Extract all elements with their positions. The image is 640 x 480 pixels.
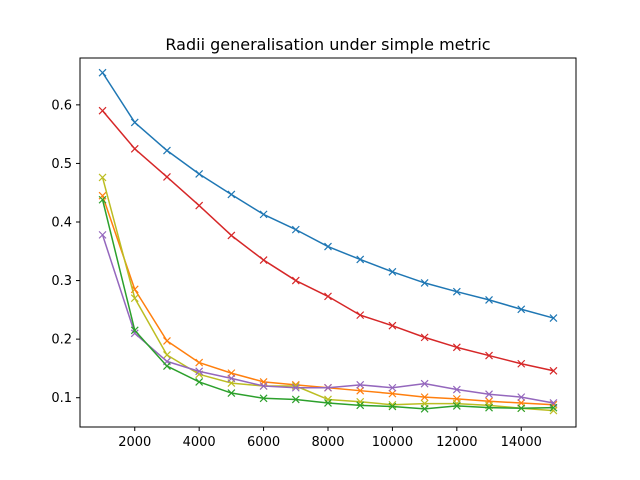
data-point-marker xyxy=(98,173,107,182)
data-point-marker xyxy=(388,321,397,330)
y-tick-label: 0.6 xyxy=(51,98,72,113)
x-tick-label: 14000 xyxy=(501,435,542,450)
data-point-marker xyxy=(324,383,332,392)
data-point-marker xyxy=(227,190,236,199)
data-point-marker xyxy=(452,343,461,352)
x-tick-label: 2000 xyxy=(118,435,151,450)
data-point-marker xyxy=(452,287,461,296)
data-point-marker xyxy=(549,366,558,375)
data-point-marker xyxy=(485,403,493,412)
data-point-marker xyxy=(549,403,558,412)
data-point-marker xyxy=(420,379,429,388)
data-point-marker xyxy=(388,402,397,411)
data-point-marker xyxy=(195,367,204,376)
data-point-marker xyxy=(130,329,139,338)
data-point-marker xyxy=(324,292,332,301)
y-tick-label: 0.3 xyxy=(51,274,72,289)
x-tick-label: 8000 xyxy=(311,435,344,450)
data-point-marker xyxy=(420,404,429,413)
data-point-marker xyxy=(356,255,365,264)
data-point-marker xyxy=(420,278,429,287)
data-point-marker xyxy=(356,311,365,320)
data-point-marker xyxy=(356,386,365,395)
data-point-marker xyxy=(388,267,397,276)
data-point-marker xyxy=(485,351,493,360)
data-point-marker xyxy=(388,389,397,398)
data-point-marker xyxy=(227,374,236,383)
data-point-marker xyxy=(163,351,171,359)
data-point-marker xyxy=(130,294,139,303)
y-tick-label: 0.2 xyxy=(51,333,72,348)
data-point-marker xyxy=(356,397,365,406)
data-point-marker xyxy=(98,106,107,115)
data-point-marker xyxy=(485,390,493,399)
data-point-marker xyxy=(517,393,526,402)
data-point-marker xyxy=(517,404,526,413)
data-point-marker xyxy=(420,393,429,402)
data-point-marker xyxy=(420,333,429,342)
data-point-marker xyxy=(163,362,171,371)
plot-area: 2000 4000 6000 8000 10000 12000 14000 0.1 0.2 0.3… xyxy=(51,68,558,450)
data-point-marker xyxy=(163,146,171,155)
data-point-marker xyxy=(195,201,204,210)
data-point-marker xyxy=(163,336,171,345)
data-point-marker xyxy=(259,394,268,403)
data-point-marker xyxy=(195,170,204,178)
y-tick-label: 0.1 xyxy=(51,391,72,406)
data-point-marker xyxy=(163,172,171,181)
data-point-marker xyxy=(227,389,236,397)
data-point-marker xyxy=(291,276,300,285)
data-point-marker xyxy=(324,399,332,407)
chart-title: Radii generalisation under simple metric xyxy=(165,35,490,54)
data-point-marker xyxy=(291,225,300,234)
data-point-marker xyxy=(291,383,300,392)
data-point-marker xyxy=(195,358,204,367)
data-point-marker xyxy=(388,383,397,392)
data-point-marker xyxy=(98,68,107,77)
data-point-marker xyxy=(98,230,107,239)
data-point-marker xyxy=(130,144,139,153)
axes-frame xyxy=(79,57,577,428)
y-tick-label: 0.4 xyxy=(51,216,72,231)
data-point-marker xyxy=(259,382,268,390)
y-tick-label: 0.5 xyxy=(51,157,72,172)
data-point-marker xyxy=(356,380,365,389)
x-tick-label: 10000 xyxy=(372,435,413,450)
data-point-marker xyxy=(485,295,493,304)
data-point-marker xyxy=(324,395,332,404)
data-point-marker xyxy=(517,359,526,368)
data-point-marker xyxy=(452,385,461,394)
data-point-marker xyxy=(195,377,204,386)
x-tick-label: 12000 xyxy=(436,435,477,450)
data-point-marker xyxy=(452,401,461,410)
data-point-marker xyxy=(227,231,236,240)
data-point-marker xyxy=(130,326,139,335)
data-point-marker xyxy=(324,242,332,251)
data-point-marker xyxy=(356,401,365,410)
x-tick-label: 4000 xyxy=(183,435,216,450)
data-point-marker xyxy=(259,256,268,264)
data-point-marker xyxy=(517,305,526,314)
data-point-marker xyxy=(291,395,300,404)
data-point-marker xyxy=(98,195,107,204)
data-point-marker xyxy=(259,210,268,219)
data-point-marker xyxy=(549,314,558,322)
x-tick-label: 6000 xyxy=(247,435,280,450)
data-point-marker xyxy=(130,118,139,127)
